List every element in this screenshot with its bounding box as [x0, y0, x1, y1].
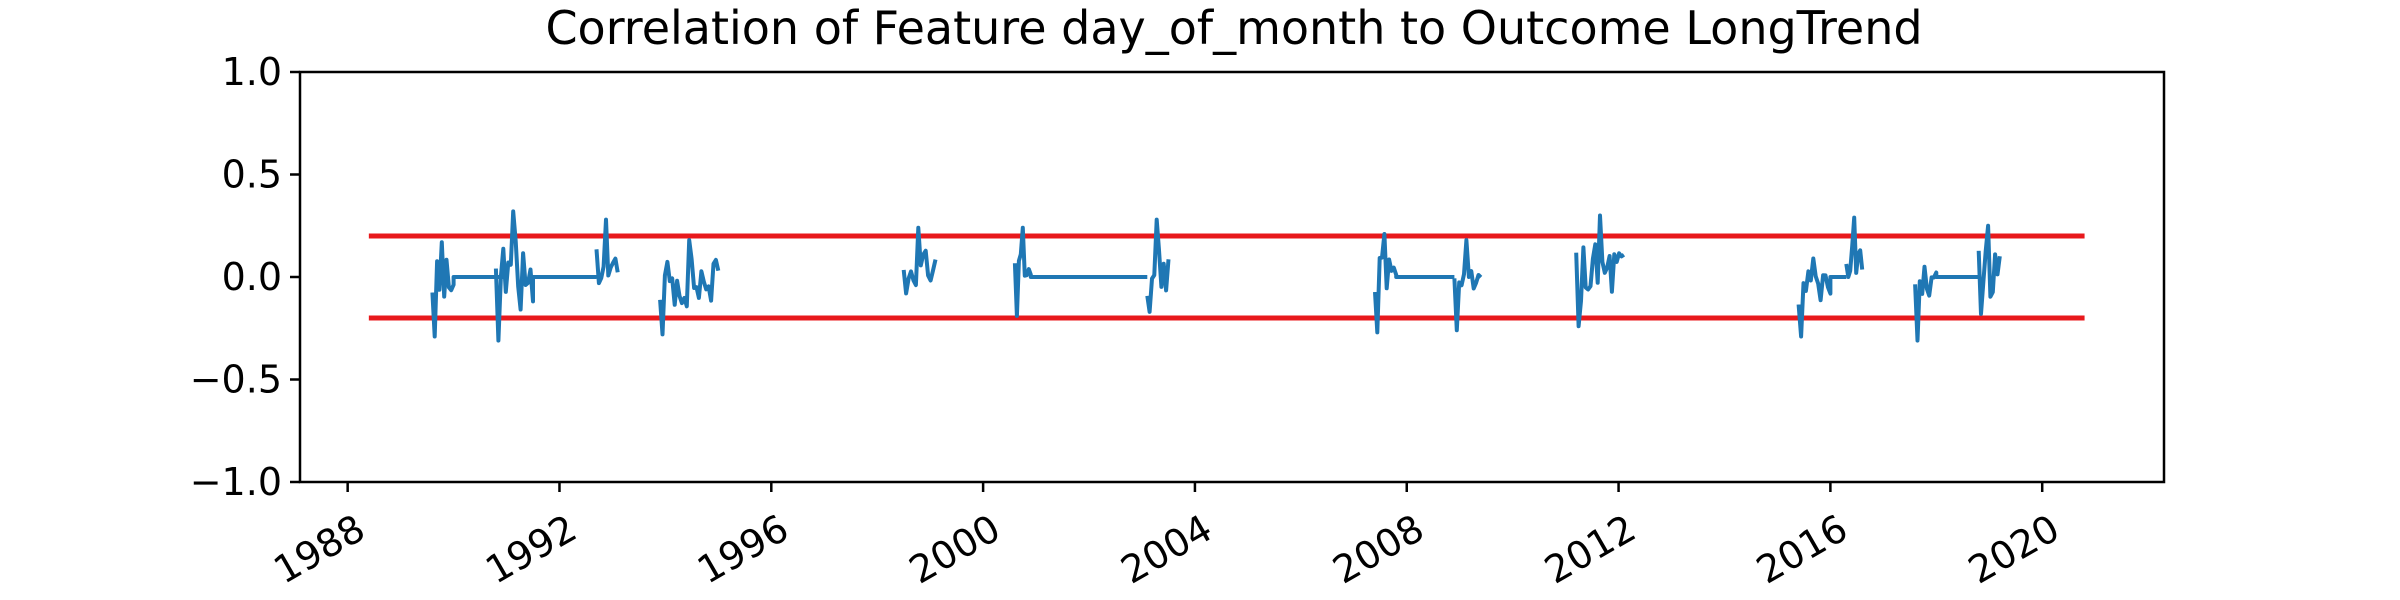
- series-segment-11: [1844, 215, 1865, 279]
- x-tick-label: 2016: [1749, 506, 1855, 592]
- series-segment-8: [1452, 238, 1483, 333]
- x-tick-label: 2012: [1537, 506, 1643, 592]
- x-tick-label: 2000: [902, 506, 1008, 592]
- y-tick-label: −1.0: [190, 460, 282, 504]
- series-segment-6: [1145, 217, 1171, 314]
- series-segment-2: [594, 217, 620, 286]
- series-segment-7: [1373, 232, 1455, 335]
- y-axis: −1.0 −0.5 0.0 0.5 1.0: [190, 50, 300, 504]
- series-segment-5: [1012, 225, 1148, 318]
- plot-area: [368, 209, 2085, 343]
- y-tick-label: 0.0: [222, 255, 282, 299]
- series-segment-9: [1574, 213, 1626, 329]
- series-segment-0: [430, 240, 507, 339]
- y-tick-label: 0.5: [222, 153, 282, 197]
- series-segment-1: [493, 209, 597, 343]
- chart-title: Correlation of Feature day_of_month to O…: [545, 1, 1922, 55]
- x-tick-label: 2004: [1114, 506, 1220, 592]
- x-axis: 1988 1992 1996 2000 2004 2008 2012 2016 2020: [266, 482, 2067, 592]
- x-tick-label: 1988: [266, 506, 372, 592]
- series-segment-13: [1976, 223, 2002, 316]
- series-segment-4: [901, 225, 938, 296]
- y-tick-label: −0.5: [190, 358, 282, 402]
- x-tick-label: 1996: [690, 506, 796, 592]
- series-segment-3: [658, 238, 721, 337]
- series-segment-12: [1913, 264, 1979, 343]
- y-tick-label: 1.0: [222, 50, 282, 94]
- x-tick-label: 1992: [478, 506, 584, 592]
- x-tick-label: 2020: [1961, 506, 2067, 592]
- x-tick-label: 2008: [1325, 506, 1431, 592]
- series-segment-10: [1796, 256, 1847, 339]
